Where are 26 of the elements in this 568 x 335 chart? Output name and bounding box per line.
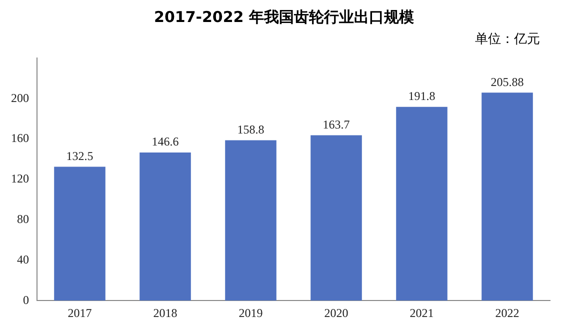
bar	[482, 92, 533, 301]
bar	[140, 152, 191, 301]
y-tick-label: 160	[11, 131, 29, 146]
bar	[396, 106, 448, 301]
bar	[310, 135, 362, 301]
x-tick-label: 2020	[324, 306, 348, 320]
y-tick-label: 80	[17, 212, 29, 226]
x-tick-label: 2022	[495, 306, 520, 320]
x-tick-label: 2017	[68, 306, 92, 320]
data-label: 191.8	[408, 89, 436, 104]
data-label: 146.6	[152, 134, 179, 149]
data-label: 163.7	[322, 117, 350, 132]
data-label: 158.8	[237, 122, 264, 136]
y-tick-label: 200	[11, 90, 29, 105]
data-label: 205.88	[490, 74, 524, 89]
x-tick-label: 2021	[410, 306, 434, 320]
y-tick-label: 0	[23, 292, 29, 307]
x-tick-label: 2019	[238, 306, 263, 320]
y-tick-label: 120	[11, 172, 29, 186]
bar	[54, 166, 106, 301]
data-label: 132.5	[66, 148, 94, 163]
y-tick-label: 40	[17, 252, 29, 266]
bar	[225, 140, 276, 301]
text: 单位：亿元	[474, 31, 541, 48]
x-tick-label: 2018	[153, 306, 178, 320]
chart-title: 2017-2022 年我国齿轮行业出口规模	[153, 8, 415, 28]
